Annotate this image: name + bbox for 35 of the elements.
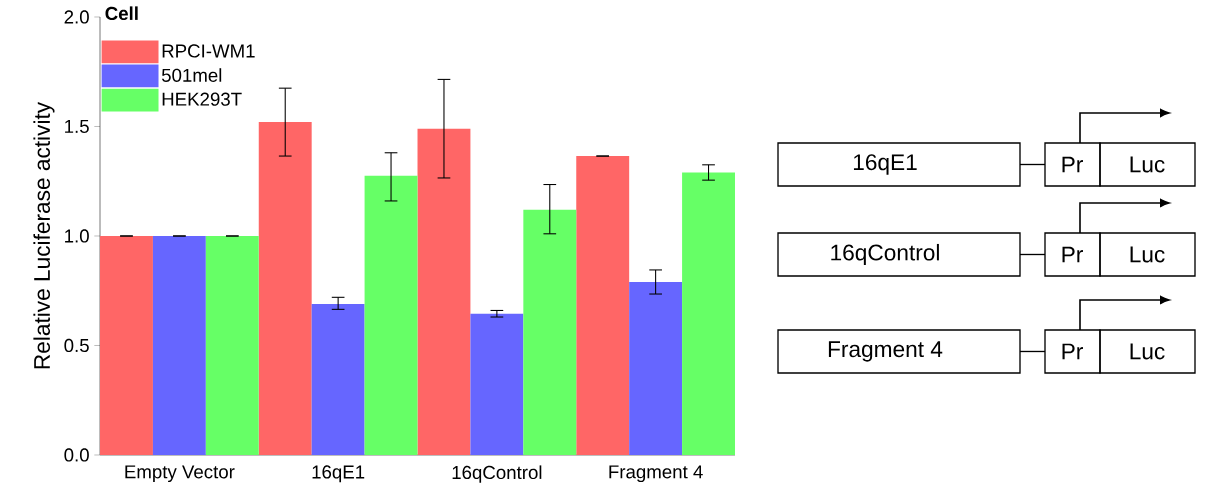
bar	[629, 281, 683, 455]
y-axis-title: Relative Luciferase activity	[33, 101, 55, 369]
legend-title: Cell	[105, 6, 138, 21]
bar	[364, 175, 418, 455]
category-label: 16qControl	[831, 243, 939, 266]
x-tick-label: Empty Vector	[125, 465, 235, 483]
y-tick-label: 1.0	[65, 229, 89, 243]
x-tick-label: Fragment 4	[609, 465, 703, 483]
legend-label: HEK293T	[162, 92, 242, 106]
bar	[205, 235, 259, 455]
text: Luc	[1130, 343, 1165, 360]
bar	[258, 122, 312, 455]
legend-label: RPCI-WM1	[162, 44, 255, 58]
text: Pr	[1062, 246, 1083, 263]
bar	[576, 156, 630, 455]
text: Luc	[1130, 246, 1165, 263]
bar	[470, 313, 524, 455]
text: Pr	[1062, 156, 1083, 173]
bar	[311, 303, 365, 455]
y-tick-label: 0.5	[64, 338, 89, 353]
x-tick-label: 16qE1	[312, 465, 365, 483]
category-label: Fragment 4	[828, 341, 943, 362]
bar	[100, 235, 153, 455]
x-tick-label: 16qControl	[452, 465, 542, 483]
y-tick-label: 2.0	[64, 10, 89, 24]
bar	[152, 235, 206, 455]
text: Pr	[1062, 343, 1083, 360]
bar	[523, 209, 577, 455]
legend-label: 501mel	[161, 68, 222, 82]
bar	[417, 128, 471, 455]
y-tick-label: 1.5	[65, 119, 89, 134]
bar	[682, 172, 735, 455]
y-tick-label: 0.0	[64, 448, 89, 462]
category-label: 16qE1	[853, 154, 917, 175]
text: Luc	[1130, 156, 1165, 173]
